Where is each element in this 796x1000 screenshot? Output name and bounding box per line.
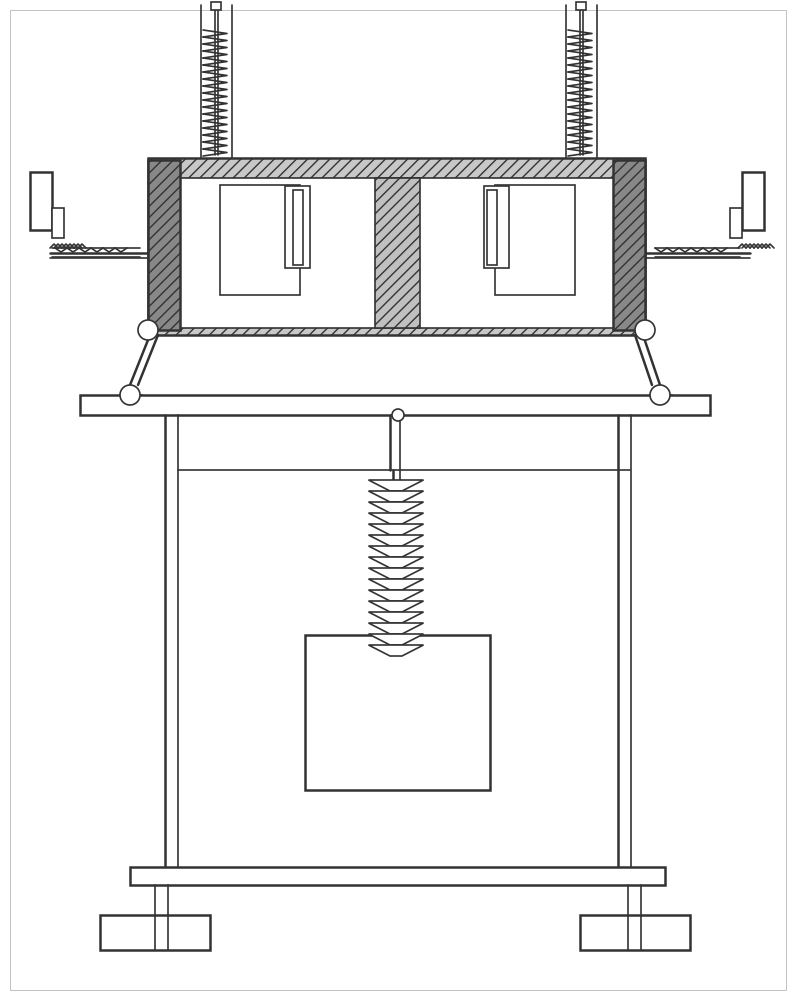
Bar (175, 178, 617, 328)
Bar (30, 172, 52, 230)
Circle shape (138, 320, 158, 340)
Bar (375, 178, 420, 328)
Polygon shape (369, 568, 423, 579)
Polygon shape (369, 579, 423, 590)
Bar (130, 867, 665, 885)
Polygon shape (369, 590, 423, 601)
Bar (52, 208, 64, 238)
Polygon shape (369, 645, 423, 656)
Polygon shape (369, 546, 423, 557)
Bar (220, 185, 300, 295)
Polygon shape (369, 623, 423, 634)
Polygon shape (369, 513, 423, 524)
Polygon shape (369, 601, 423, 612)
Bar (293, 190, 303, 265)
Bar (576, 2, 586, 10)
Circle shape (650, 385, 670, 405)
Bar (148, 158, 645, 335)
Circle shape (635, 320, 655, 340)
Polygon shape (369, 634, 423, 645)
Bar (285, 186, 310, 268)
Bar (80, 395, 710, 415)
Polygon shape (369, 612, 423, 623)
Bar (730, 208, 742, 238)
Bar (305, 635, 490, 790)
Bar (613, 160, 645, 330)
Bar (742, 172, 764, 230)
Polygon shape (369, 535, 423, 546)
Bar (148, 160, 180, 330)
Circle shape (392, 409, 404, 421)
Bar (211, 2, 221, 10)
Bar (100, 915, 210, 950)
Bar (495, 185, 575, 295)
Polygon shape (369, 502, 423, 513)
Polygon shape (369, 524, 423, 535)
Bar (580, 915, 690, 950)
Polygon shape (369, 557, 423, 568)
Polygon shape (369, 491, 423, 502)
Polygon shape (369, 480, 423, 491)
Circle shape (120, 385, 140, 405)
Bar (484, 186, 509, 268)
Bar (487, 190, 497, 265)
